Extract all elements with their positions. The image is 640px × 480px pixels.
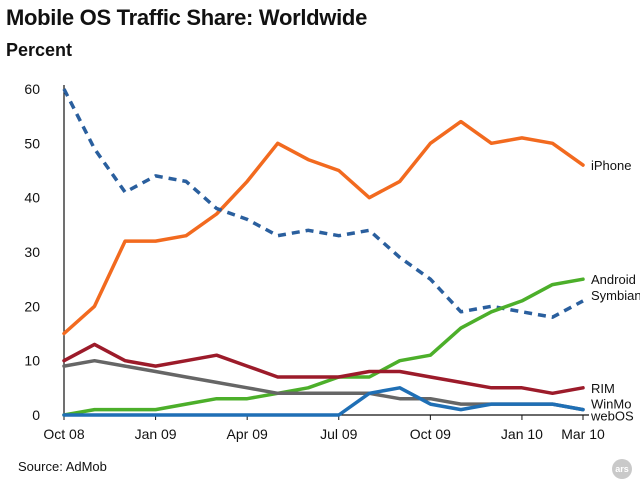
x-tick-label: Oct 08 xyxy=(43,426,84,442)
y-tick-label: 10 xyxy=(24,353,40,369)
series-label-rim: RIM xyxy=(591,381,615,396)
chart-subtitle: Percent xyxy=(6,40,73,60)
x-tick-label: Apr 09 xyxy=(227,426,268,442)
y-tick-label: 60 xyxy=(24,81,40,97)
series-line-android xyxy=(62,277,585,417)
x-tick-label: Jan 09 xyxy=(135,426,177,442)
series-line-winmo xyxy=(62,358,585,412)
y-tick-label: 50 xyxy=(24,135,40,151)
y-tick-label: 0 xyxy=(32,407,40,423)
chart-title: Mobile OS Traffic Share: Worldwide xyxy=(6,5,368,30)
series-label-android: Android xyxy=(591,272,636,287)
series-label-webos: webOS xyxy=(590,409,634,424)
x-tick-label: Oct 09 xyxy=(410,426,451,442)
series-label-symbian: Symbian xyxy=(591,288,640,303)
series-line-rim xyxy=(62,342,585,396)
series-label-iphone: iPhone xyxy=(591,158,631,173)
y-tick-label: 20 xyxy=(24,298,40,314)
x-tick-label: Jul 09 xyxy=(320,426,358,442)
series-line-iphone xyxy=(62,119,585,336)
y-tick-label: 30 xyxy=(24,244,40,260)
series-line-webos xyxy=(62,386,585,417)
x-tick-label: Jan 10 xyxy=(501,426,543,442)
source-note: Source: AdMob xyxy=(18,459,107,474)
y-tick-label: 40 xyxy=(24,190,40,206)
series-label-winmo: WinMo xyxy=(591,397,631,412)
x-tick-label: Mar 10 xyxy=(561,426,605,442)
series-line-symbian xyxy=(62,88,584,319)
ars-logo: ars xyxy=(612,459,632,479)
